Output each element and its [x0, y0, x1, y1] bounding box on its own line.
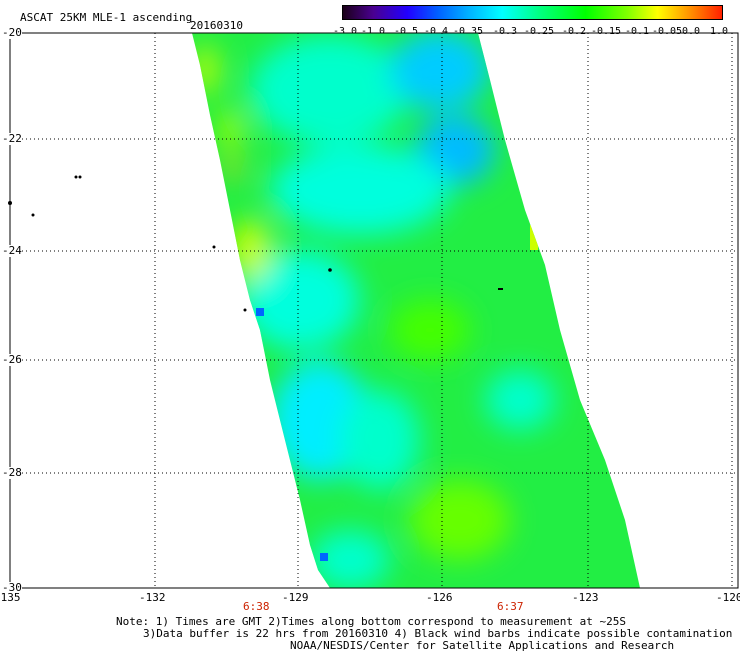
colorbar-tick-label: -3.0: [332, 26, 358, 37]
longitude-label: -135: [0, 591, 21, 604]
latitude-label: -24: [2, 244, 22, 257]
latitude-label: -28: [2, 466, 22, 479]
colorbar-tick-label: -0.3: [492, 26, 518, 37]
colorbar-tick-label: -0.15: [590, 26, 622, 37]
time-label-right: 6:37: [497, 600, 524, 613]
color-scale-bar: [342, 5, 723, 20]
colorbar-tick-label: -0.5: [393, 26, 419, 37]
time-label-left: 6:38: [243, 600, 270, 613]
longitude-label: -129: [282, 591, 309, 604]
latitude-label: -26: [2, 353, 22, 366]
colorbar-tick-label: -0.1: [624, 26, 650, 37]
longitude-label: -123: [572, 591, 599, 604]
latitude-label: -30: [2, 581, 22, 594]
longitude-label: -126: [426, 591, 453, 604]
colorbar-tick-label: 0.0: [681, 26, 701, 37]
longitude-label: -132: [139, 591, 166, 604]
colorbar-tick-label: -0.25: [523, 26, 555, 37]
longitude-label: -120: [716, 591, 740, 604]
footer-note-1: Note: 1) Times are GMT 2)Times along bot…: [116, 615, 626, 628]
latitude-label: -20: [2, 26, 22, 39]
footer-note-2: 3)Data buffer is 22 hrs from 20160310 4)…: [143, 627, 733, 640]
colorbar-tick-label: -0.4: [423, 26, 449, 37]
map-date: 20160310: [190, 19, 243, 32]
latitude-label: -22: [2, 132, 22, 145]
footer-credit: NOAA/NESDIS/Center for Satellite Applica…: [290, 639, 675, 652]
wind-swath: [192, 33, 640, 588]
colorbar-tick-label: -0.05: [651, 26, 683, 37]
contamination-marks: [8, 175, 503, 312]
colorbar-tick-label: 1.0: [709, 26, 729, 37]
colorbar-tick-label: -0.2: [561, 26, 587, 37]
colorbar-tick-label: -1.0: [360, 26, 386, 37]
map-frame: [9, 32, 739, 589]
map-title: ASCAT 25KM MLE-1 ascending: [20, 11, 193, 24]
colorbar-tick-label: -0.35: [452, 26, 484, 37]
